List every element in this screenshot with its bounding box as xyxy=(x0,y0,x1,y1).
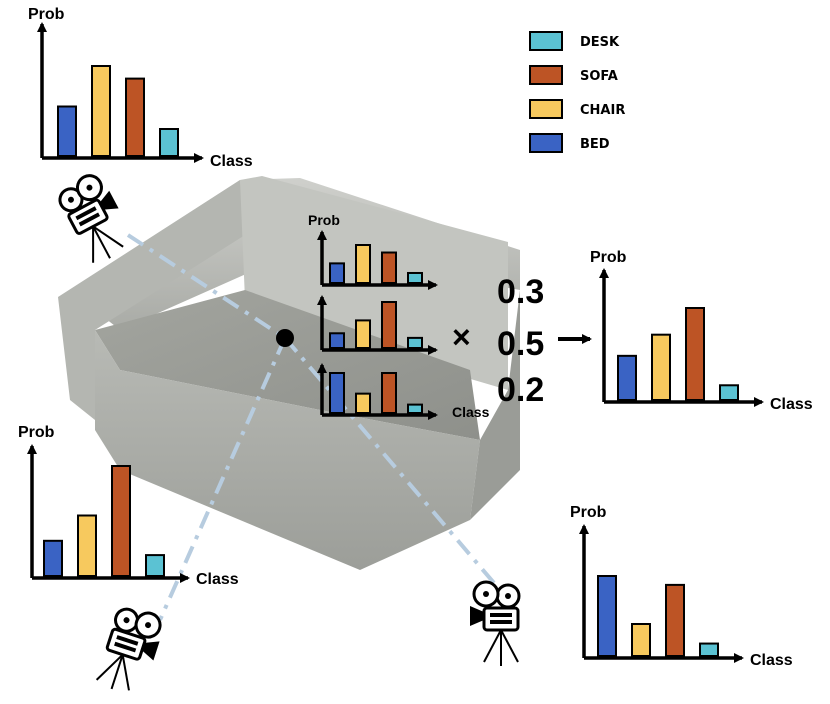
bar-chart: Prob Class xyxy=(18,424,239,588)
bar-chart xyxy=(317,295,438,355)
bar-chair xyxy=(355,392,371,415)
bar-chair xyxy=(651,333,671,401)
bar-desk xyxy=(699,642,719,657)
bar-sofa xyxy=(381,372,397,414)
y-axis-label: Prob xyxy=(590,249,627,266)
bar-desk xyxy=(159,128,179,157)
bar-bed xyxy=(329,262,345,284)
x-axis-label: Class xyxy=(750,652,793,669)
x-axis-label: Class xyxy=(210,153,253,170)
y-axis-label: Prob xyxy=(308,212,340,228)
bar-chart: Prob Class xyxy=(570,504,793,669)
legend-swatch xyxy=(529,31,563,51)
bar-chart: Prob Class xyxy=(28,6,253,170)
bar-chair xyxy=(77,514,97,577)
query-point xyxy=(276,329,294,347)
legend-label: CHAIR xyxy=(580,103,625,118)
legend-item: SOFA xyxy=(529,65,618,85)
y-axis-label: Prob xyxy=(18,424,55,441)
weight-1: 0.3 xyxy=(497,273,544,311)
legend-swatch xyxy=(529,99,563,119)
x-axis-label: Class xyxy=(770,396,813,413)
y-axis-label: Prob xyxy=(570,504,607,521)
bar-chair xyxy=(355,244,371,284)
weight-3: 0.2 xyxy=(497,371,544,409)
bar-bed xyxy=(617,354,637,401)
movie-camera-icon xyxy=(95,607,162,691)
bar-sofa xyxy=(111,465,131,577)
bar-chair xyxy=(355,319,371,349)
legend-item: DESK xyxy=(529,31,620,51)
bar-chart: Class xyxy=(317,363,490,420)
bar-chair xyxy=(631,623,651,657)
weight-2: 0.5 xyxy=(497,325,544,363)
bar-chart: Prob Class xyxy=(590,249,813,413)
bar-sofa xyxy=(125,77,145,157)
y-axis-label: Prob xyxy=(28,6,65,23)
legend-item: CHAIR xyxy=(529,99,625,119)
bar-desk xyxy=(407,271,423,285)
legend-label: SOFA xyxy=(580,69,618,84)
bar-bed xyxy=(57,105,77,157)
bar-desk xyxy=(407,403,423,415)
bar-sofa xyxy=(685,307,705,401)
bar-desk xyxy=(407,336,423,350)
multiply-operator: × xyxy=(452,319,471,355)
movie-camera-icon xyxy=(58,174,124,263)
bar-bed xyxy=(329,332,345,349)
bar-chart: Prob xyxy=(308,212,438,290)
bar-bed xyxy=(597,575,617,657)
legend-label: DESK xyxy=(580,35,620,50)
fusion-group: × 0.3 0.5 0.2 xyxy=(452,273,592,409)
movie-camera-icon xyxy=(470,580,521,666)
bar-sofa xyxy=(381,301,397,349)
bar-bed xyxy=(43,539,63,577)
bar-sofa xyxy=(665,583,685,658)
bar-sofa xyxy=(381,251,397,284)
bar-desk xyxy=(719,384,739,401)
legend-swatch xyxy=(529,65,563,85)
legend-item: BED xyxy=(529,133,610,153)
legend-swatch xyxy=(529,133,563,153)
legend: DESK SOFA CHAIR BED xyxy=(529,31,625,153)
cameras xyxy=(58,174,521,691)
ray-top-left xyxy=(126,233,287,340)
bar-chair xyxy=(91,65,111,157)
x-axis-label: Class xyxy=(452,404,490,420)
bar-desk xyxy=(145,554,165,577)
legend-label: BED xyxy=(580,137,610,152)
x-axis-label: Class xyxy=(196,571,239,588)
charts: ProbClassProbClassProbClassProbClassProb… xyxy=(18,6,813,669)
bar-bed xyxy=(329,372,345,414)
